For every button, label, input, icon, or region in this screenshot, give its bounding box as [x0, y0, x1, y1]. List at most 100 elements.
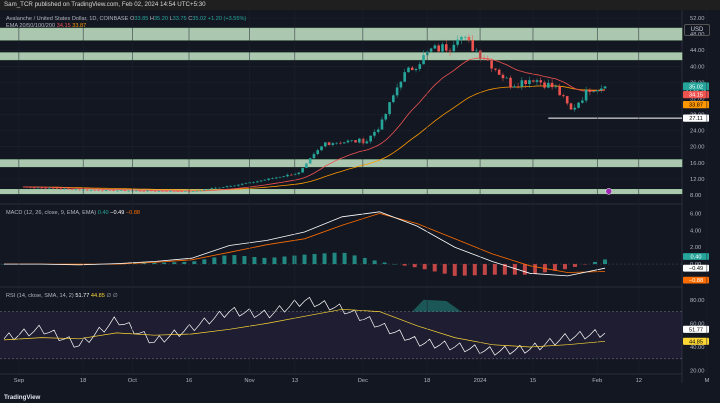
- chart-canvas[interactable]: 52.0048.0044.0040.0036.0032.0028.0024.00…: [0, 10, 720, 393]
- chart-area[interactable]: 52.0048.0044.0040.0036.0032.0028.0024.00…: [0, 10, 720, 393]
- macd-histogram-bar: [492, 264, 497, 275]
- candle-body: [153, 191, 157, 192]
- candle-body: [225, 186, 229, 188]
- macd-histogram-bar: [522, 264, 527, 275]
- candle-body: [327, 142, 331, 145]
- macd-histogram-bar: [372, 260, 377, 265]
- candle-body: [471, 40, 475, 52]
- candle-body: [392, 95, 395, 103]
- macd-histogram-bar: [152, 262, 157, 265]
- ema20-value: 34.15: [56, 23, 71, 29]
- macd-histogram-bar: [482, 264, 487, 275]
- time-tick: Feb: [592, 378, 602, 384]
- symbol-label: Avalanche / United States Dollar, 1D, CO…: [6, 16, 129, 22]
- ema20-tag-bg: [683, 91, 709, 99]
- macd-histogram-bar: [402, 264, 407, 266]
- candle-body: [463, 36, 467, 38]
- support-resistance-zone: [0, 159, 683, 168]
- candle-body: [93, 190, 97, 191]
- publisher-bar: Sam_TCR published on TradingView.com, Fe…: [0, 0, 720, 10]
- macd-histogram-bar: [462, 264, 467, 276]
- candle-body: [354, 140, 357, 143]
- support-line-tag-bg: [683, 114, 709, 122]
- macd-signal-tag: −0.88: [689, 278, 703, 284]
- candle-body: [240, 183, 244, 185]
- candle-body: [278, 177, 282, 178]
- candle-body: [89, 190, 93, 191]
- price-tick: 8.00: [690, 193, 701, 199]
- price-tick: 24.00: [690, 129, 705, 135]
- candle-body: [569, 103, 573, 110]
- macd-tick: 4.00: [690, 228, 701, 234]
- candle-body: [528, 80, 531, 85]
- candle-body: [539, 80, 543, 83]
- publisher-text: Sam_TCR published on TradingView.com, Fe…: [4, 1, 206, 8]
- time-tick: 18: [80, 378, 86, 384]
- candle-body: [565, 96, 569, 104]
- candle-body: [513, 86, 516, 88]
- candle-body: [263, 179, 267, 181]
- candle-body: [123, 190, 127, 191]
- candle-body: [346, 140, 350, 143]
- candle-body: [339, 142, 342, 144]
- candle-body: [331, 143, 335, 145]
- price-tick: 52.00: [690, 16, 705, 22]
- candle-body: [573, 107, 577, 110]
- macd-histogram-bar: [562, 264, 567, 270]
- time-tick: Nov: [244, 378, 254, 384]
- candle-body: [244, 183, 248, 184]
- candle-body: [78, 189, 81, 191]
- candle-body: [550, 82, 554, 88]
- macd-histogram-bar: [162, 262, 167, 265]
- candle-body: [195, 190, 199, 192]
- candle-body: [494, 68, 497, 70]
- candle-body: [214, 187, 217, 189]
- candle-body: [520, 80, 524, 87]
- rsi-ma-tag-bg: [683, 337, 709, 345]
- currency-button[interactable]: USD: [684, 24, 710, 36]
- time-tick: Oct: [128, 378, 137, 384]
- candle-body: [441, 44, 444, 52]
- macd-histogram-bar: [302, 254, 307, 265]
- rsi-line: [3, 296, 606, 356]
- candle-body: [456, 39, 459, 45]
- candle-body: [410, 67, 414, 71]
- macd-tick: 6.00: [690, 211, 701, 217]
- time-tick: 12: [636, 378, 642, 384]
- candle-body: [301, 168, 304, 173]
- macd-histogram-bar: [322, 253, 327, 265]
- candle-body: [119, 190, 123, 191]
- macd-histogram-bar: [342, 252, 347, 265]
- candle-body: [146, 190, 149, 192]
- candle-body: [414, 68, 418, 71]
- current-price-tag: 35.02: [689, 84, 703, 90]
- candle-body: [74, 189, 78, 191]
- macd-histogram-bar: [572, 264, 577, 267]
- candle-body: [282, 176, 286, 178]
- macd-histogram-bar: [222, 255, 227, 265]
- candle-body: [422, 55, 425, 65]
- macd-histogram-bar: [192, 261, 197, 265]
- candle-body: [312, 154, 316, 159]
- candle-body: [40, 187, 44, 189]
- candle-body: [237, 184, 240, 186]
- macd-histogram-bar: [292, 255, 297, 265]
- candle-body: [157, 191, 161, 192]
- price-tick: 40.00: [690, 64, 705, 70]
- candle-body: [558, 86, 561, 96]
- macd-line-tag-bg: [683, 264, 709, 272]
- candle-body: [176, 191, 180, 192]
- rsi-value: 51.77: [75, 293, 90, 299]
- candle-body: [380, 119, 384, 130]
- macd-histogram-bar: [332, 252, 337, 265]
- candle-body: [554, 86, 558, 88]
- rsi-tick: 40.00: [690, 345, 705, 351]
- candle-body: [342, 142, 346, 144]
- candle-body: [206, 189, 210, 190]
- candle-body: [603, 86, 607, 89]
- candle-body: [501, 74, 505, 79]
- candle-body: [184, 190, 187, 192]
- ohlc-high: H35.20: [149, 16, 168, 22]
- time-tick: Dec: [358, 378, 368, 384]
- macd-histogram-bar: [312, 253, 317, 265]
